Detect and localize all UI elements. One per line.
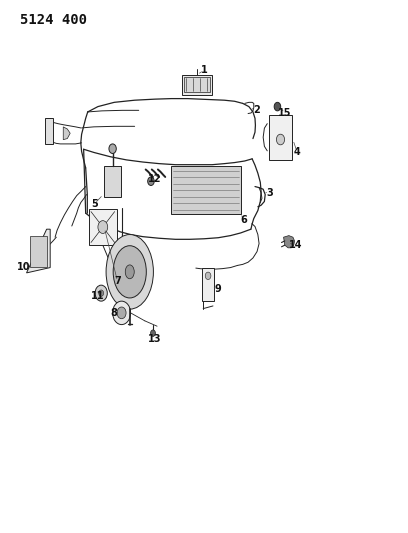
Circle shape	[205, 272, 211, 279]
Text: 7: 7	[114, 277, 121, 286]
Text: 9: 9	[215, 284, 221, 294]
Circle shape	[274, 102, 281, 111]
Polygon shape	[284, 236, 295, 248]
Text: 15: 15	[278, 108, 292, 118]
Text: 14: 14	[288, 240, 302, 250]
Circle shape	[98, 221, 108, 233]
Text: 5: 5	[91, 199, 98, 208]
Text: 1: 1	[201, 66, 207, 75]
Circle shape	[109, 144, 116, 154]
Bar	[269, 115, 292, 160]
Circle shape	[99, 290, 104, 296]
Bar	[184, 77, 210, 92]
Circle shape	[113, 301, 131, 325]
Circle shape	[151, 330, 155, 336]
Text: 3: 3	[266, 188, 273, 198]
Circle shape	[95, 285, 107, 301]
Text: 6: 6	[240, 215, 247, 225]
Text: 12: 12	[148, 174, 162, 183]
Bar	[171, 166, 241, 214]
Ellipse shape	[125, 265, 134, 279]
Bar	[104, 166, 121, 197]
Circle shape	[117, 307, 126, 319]
Ellipse shape	[106, 235, 153, 309]
Circle shape	[148, 177, 154, 185]
Bar	[30, 236, 47, 266]
Bar	[202, 268, 214, 301]
Bar	[182, 75, 212, 95]
Text: 4: 4	[294, 147, 300, 157]
Circle shape	[277, 134, 284, 145]
Polygon shape	[27, 229, 50, 273]
Text: 8: 8	[111, 309, 118, 318]
Text: 5124 400: 5124 400	[20, 13, 87, 27]
Text: 2: 2	[253, 106, 259, 115]
Text: 11: 11	[91, 291, 105, 301]
Bar	[45, 118, 53, 144]
Bar	[89, 209, 117, 245]
Ellipse shape	[113, 246, 146, 298]
Text: 10: 10	[17, 262, 31, 271]
Polygon shape	[63, 127, 70, 140]
Text: 13: 13	[147, 334, 161, 344]
